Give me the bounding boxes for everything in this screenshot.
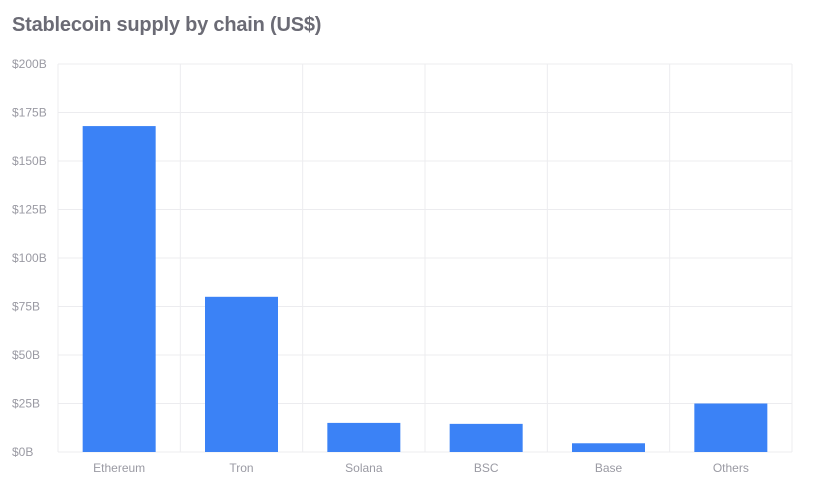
y-tick-label: $125B [12, 203, 47, 217]
x-tick-label: Others [713, 461, 749, 475]
y-tick-label: $75B [12, 300, 40, 314]
y-tick-label: $200B [12, 57, 47, 71]
y-tick-label: $0B [12, 445, 33, 459]
x-axis-ticks: Ethereum Tron Solana BSC Base Others [93, 461, 749, 475]
x-tick-label: Ethereum [93, 461, 145, 475]
x-tick-label: BSC [474, 461, 499, 475]
bar-bsc [449, 423, 523, 452]
bar-others [694, 403, 768, 452]
bar-solana [327, 422, 401, 452]
y-tick-label: $175B [12, 106, 47, 120]
x-tick-label: Tron [229, 461, 253, 475]
y-axis-ticks: $0B $25B $50B $75B $100B $125B $150B $175B $200B [12, 57, 47, 459]
x-tick-label: Solana [345, 461, 383, 475]
x-tick-label: Base [595, 461, 623, 475]
chart-title: Stablecoin supply by chain (US$) [12, 14, 322, 36]
bar-tron [205, 296, 278, 452]
y-tick-label: $50B [12, 348, 40, 362]
y-tick-label: $25B [12, 397, 40, 411]
bar-ethereum [82, 126, 156, 452]
y-tick-label: $150B [12, 154, 47, 168]
grid [57, 63, 793, 453]
bars [82, 126, 768, 452]
bar-base [572, 443, 645, 452]
y-tick-label: $100B [12, 251, 47, 265]
